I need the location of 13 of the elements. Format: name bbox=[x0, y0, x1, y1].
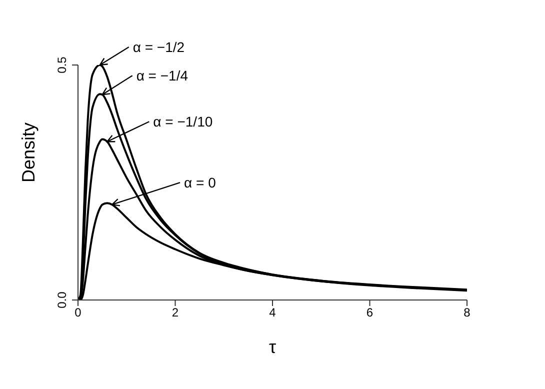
annotation: α = −1/10 bbox=[153, 114, 213, 130]
annotation: α = 0 bbox=[184, 174, 216, 191]
y-tick-label: 0.0 bbox=[55, 291, 69, 308]
x-tick-label: 4 bbox=[269, 306, 276, 320]
y-axis-title: Density bbox=[18, 122, 38, 182]
x-tick-label: 8 bbox=[464, 306, 471, 320]
x-axis-title: τ bbox=[268, 337, 276, 357]
y-tick-label: 0.5 bbox=[55, 56, 69, 74]
x-tick-label: 6 bbox=[366, 306, 374, 320]
annotation: α = −1/4 bbox=[136, 68, 188, 84]
annotation: α = −1/2 bbox=[132, 39, 185, 55]
x-tick-label: 2 bbox=[172, 306, 179, 320]
x-tick-label: 0 bbox=[74, 306, 82, 320]
